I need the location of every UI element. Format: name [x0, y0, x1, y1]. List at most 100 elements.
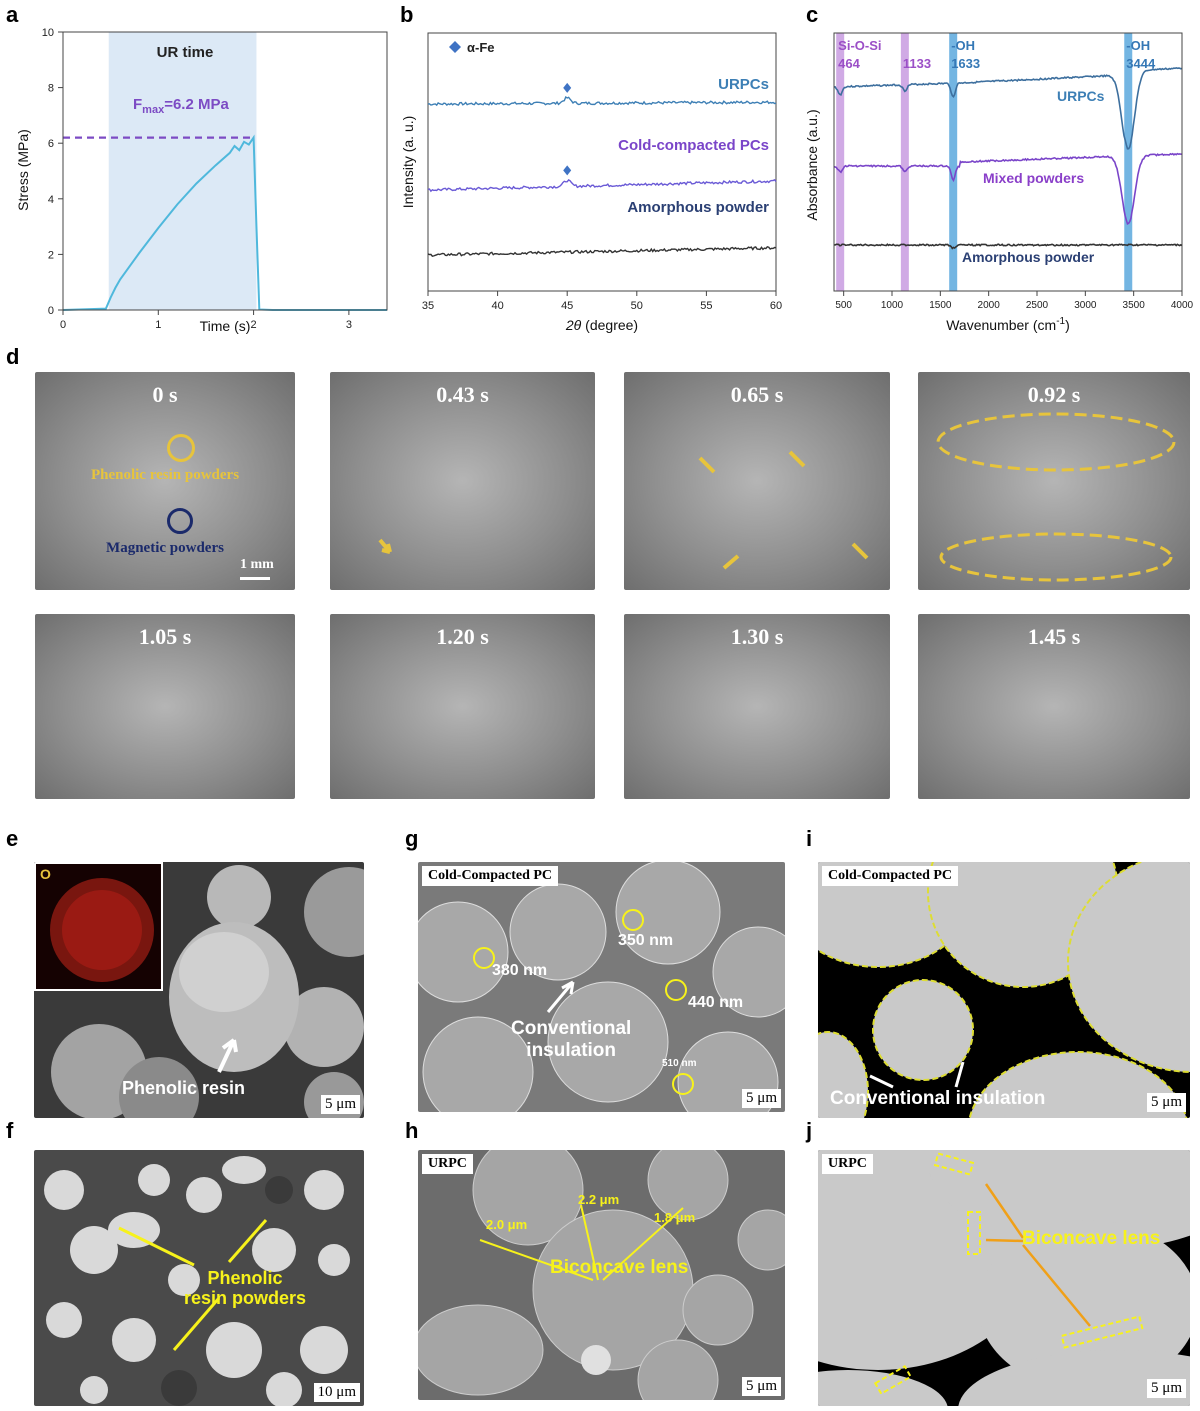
sem-image-e: O Phenolic resin 5 μm	[34, 862, 364, 1118]
chart-c-ylabel: Absorbance (a.u.)	[804, 109, 820, 220]
scale-bar-label: 5 μm	[1147, 1379, 1186, 1398]
scale-bar-label: 5 μm	[742, 1089, 781, 1108]
chart-a-axes: 0 1 2 3 0 2 4 6 8 10	[42, 27, 352, 331]
band-value-label: 3444	[1126, 56, 1156, 71]
panel-tag: URPC	[422, 1154, 473, 1174]
sem-image-f: Phenolic resin powders 10 μm	[34, 1150, 364, 1406]
chart-b-xlabel: 2θ (degree)	[565, 317, 638, 333]
x-tick-label: 1500	[929, 300, 952, 311]
video-frame-3: 0.92 s	[918, 372, 1190, 590]
chart-c-series-0	[833, 67, 1183, 150]
arrow-overlay	[984, 1183, 1091, 1327]
chart-b-label-cold: Cold-compacted PCs	[618, 137, 769, 154]
chart-b: 35 40 45 50 55 60 α-Fe URPCs Cold-compacted P…	[400, 32, 782, 333]
video-frame-2: 0.65 s	[624, 372, 890, 590]
conventional-insulation-label: Conventional insulation	[511, 1018, 632, 1061]
chart-b-frame	[427, 32, 777, 292]
x-tick-label: 1	[155, 319, 161, 331]
x-tick-label: 2000	[978, 300, 1001, 311]
size-label-1-8: 1.8 μm	[654, 1210, 696, 1225]
band-value-label: 1633	[951, 56, 980, 71]
size-label-2-2: 2.2 μm	[578, 1192, 620, 1207]
yellow-circle-marker	[167, 434, 195, 462]
size-label-2-0: 2.0 μm	[486, 1217, 528, 1232]
eds-element-label: O	[40, 866, 51, 882]
chart-c: 500 1000 1500 2000 2500 3000 3500 4000 Si-O-Si 4…	[804, 32, 1194, 333]
x-tick-label: 3000	[1074, 300, 1097, 311]
chart-b-series-1	[427, 178, 777, 193]
video-frame-4: 1.05 s	[35, 614, 295, 799]
band-value-label: 1133	[903, 56, 931, 71]
arrow-overlay	[698, 450, 869, 570]
chart-b-legend-diamond	[449, 41, 461, 53]
panel-label-h: h	[405, 1118, 419, 1143]
x-tick-label: 40	[491, 300, 503, 312]
chart-a-ylabel: Stress (MPa)	[15, 129, 31, 211]
chart-b-label-amorphous: Amorphous powder	[627, 199, 769, 216]
band-1	[900, 33, 909, 291]
x-tick-label: 45	[561, 300, 573, 312]
frame-time-label: 0.92 s	[1027, 382, 1081, 407]
x-tick-label: 3	[346, 319, 352, 331]
chart-b-series-2	[427, 245, 777, 258]
chart-b-series-0	[427, 95, 777, 107]
video-frame-6: 1.30 s	[624, 614, 890, 799]
biconcave-lens-label: Biconcave lens	[1022, 1228, 1161, 1249]
x-tick-label: 35	[422, 300, 434, 312]
frame-time-label: 1.45 s	[1027, 624, 1081, 649]
chart-a-frame	[62, 31, 388, 311]
x-tick-label: 0	[60, 319, 66, 331]
size-label-380: 380 nm	[492, 962, 548, 979]
size-label-510: 510 nm	[662, 1058, 697, 1069]
chart-b-axes: 35 40 45 50 55 60	[422, 291, 782, 312]
panel-label-j: j	[806, 1118, 813, 1143]
chart-c-series-1	[833, 152, 1183, 225]
arrow-overlay	[118, 1219, 268, 1351]
frame-time-label: 1.20 s	[436, 624, 489, 649]
frame-time-label: 0 s	[152, 382, 178, 407]
chart-c-band-labels: Si-O-Si 464 1133 -OH 1633 -OH 3444	[838, 38, 1156, 71]
x-tick-label: 50	[631, 300, 643, 312]
chart-a-fmax-label: Fmax=6.2 MPa	[133, 96, 229, 116]
chart-c-label-mixed: Mixed powders	[983, 170, 1084, 186]
phenolic-resin-powders-label: Phenolic resin powders	[184, 1268, 307, 1308]
video-frame-1: 0.43 s	[330, 372, 595, 590]
sem-image-h: URPC 2.2 μm 2.0 μm 1.8 μm Biconcave lens…	[418, 1150, 785, 1400]
panel-tag: URPC	[822, 1154, 873, 1174]
chart-c-series-2	[833, 243, 1183, 250]
scale-label: 1 mm	[240, 557, 274, 572]
panel-label-a: a	[6, 2, 19, 27]
size-label-440: 440 nm	[688, 994, 744, 1011]
panel-tag: Cold-Compacted PC	[422, 866, 559, 886]
eds-map-inset: O	[34, 862, 163, 991]
magnetic-legend-label: Magnetic powders	[106, 540, 224, 556]
video-frame-5: 1.20 s	[330, 614, 595, 799]
y-tick-label: 4	[48, 194, 54, 206]
scale-bar-label: 5 μm	[742, 1377, 781, 1396]
arrow-overlay	[869, 1061, 965, 1089]
panel-label-g: g	[405, 826, 419, 851]
frame-time-label: 0.43 s	[436, 382, 489, 407]
panel-label-c: c	[806, 2, 819, 27]
band-2	[949, 33, 958, 291]
arrow-overlay	[217, 1038, 238, 1073]
biconcave-lens-label: Biconcave lens	[550, 1257, 689, 1278]
y-tick-label: 8	[48, 83, 54, 95]
x-tick-label: 500	[835, 300, 852, 311]
chart-b-series-group	[427, 82, 777, 258]
blue-circle-marker	[167, 508, 193, 534]
sem-image-g: Cold-Compacted PC 380 nm 350 nm 440 nm 5…	[418, 862, 785, 1112]
chart-a: 0 1 2 3 0 2 4 6 8 10 UR time Fmax=6.2 MPa Time (s…	[15, 27, 388, 334]
video-frame-0: 0 s Phenolic resin powders Magnetic powd…	[35, 372, 295, 590]
chart-c-label-amorphous: Amorphous powder	[962, 249, 1095, 265]
frame-time-label: 1.05 s	[138, 624, 192, 649]
chart-b-legend-label: α-Fe	[467, 40, 495, 55]
x-tick-label: 2	[251, 319, 257, 331]
scale-bar-label: 5 μm	[321, 1095, 360, 1114]
phenolic-resin-label: Phenolic resin	[122, 1078, 246, 1098]
arrow-overlay	[378, 538, 392, 554]
band-0	[836, 33, 845, 291]
chart-a-xlabel: Time (s)	[200, 318, 251, 334]
chart-c-series-group	[833, 67, 1183, 250]
sem-image-i: Cold-Compacted PC Conventional insulatio…	[818, 862, 1190, 1118]
